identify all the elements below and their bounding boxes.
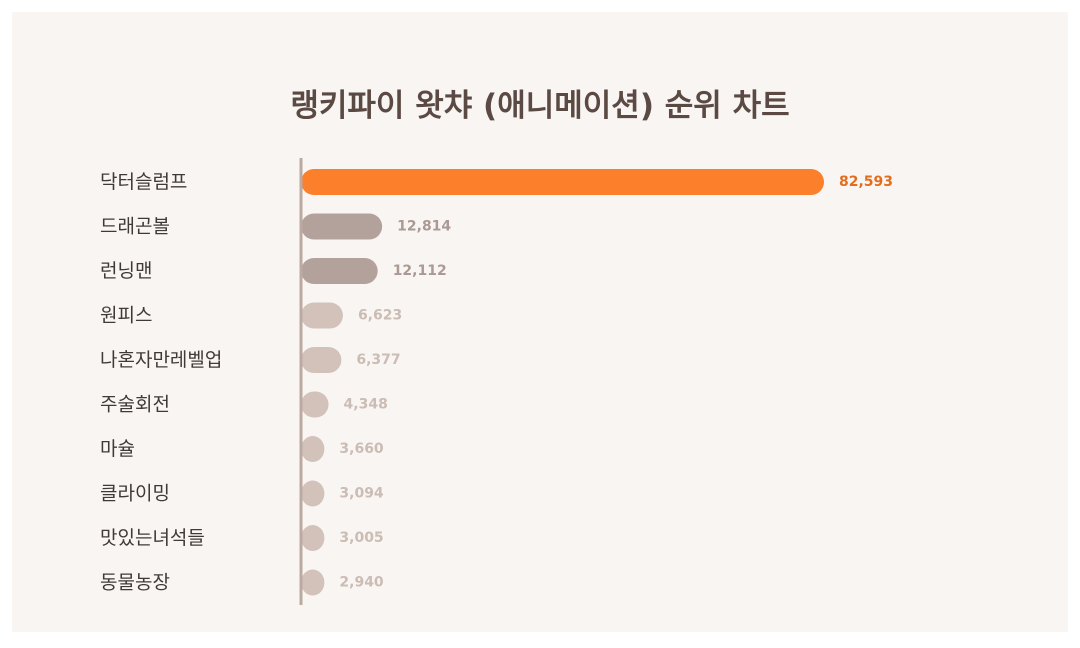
category-label: 드래곤볼 — [100, 216, 170, 238]
category-label: 주술회전 — [100, 394, 170, 416]
value-label: 3,094 — [339, 486, 384, 502]
category-label: 나혼자만레벨업 — [100, 349, 222, 371]
bar-8 — [301, 480, 325, 507]
value-label: 82,593 — [839, 174, 893, 190]
category-label: 런닝맨 — [100, 260, 152, 282]
bar-3 — [301, 258, 378, 284]
value-label: 3,005 — [339, 530, 383, 546]
value-label: 2,940 — [339, 575, 384, 591]
bar-1 — [301, 169, 824, 195]
value-label: 6,377 — [356, 352, 400, 368]
category-label: 닥터슬럼프 — [100, 171, 187, 193]
bar-2 — [301, 213, 383, 240]
category-label: 원피스 — [100, 305, 152, 327]
bar-5 — [301, 347, 342, 373]
value-label: 4,348 — [344, 397, 388, 413]
value-label: 12,112 — [393, 263, 447, 279]
category-label: 클라이밍 — [100, 483, 170, 505]
bar-6 — [301, 391, 329, 418]
chart-title: 랭키파이 왓챠 (애니메이션) 순위 차트 — [290, 88, 790, 124]
category-label: 마슐 — [100, 438, 135, 460]
category-label: 동물농장 — [100, 572, 170, 594]
labels-layer: 닥터슬럼프 82,593 드래곤볼 12,814 런닝맨 12,112 원피스 6,623 나혼… — [100, 171, 893, 594]
category-label: 맛있는녀석들 — [100, 527, 205, 549]
chart-panel — [12, 12, 1068, 632]
value-label: 3,660 — [339, 441, 384, 457]
bar-9 — [301, 525, 325, 551]
bar-10 — [301, 569, 325, 596]
bar-7 — [301, 436, 325, 462]
bar-4 — [301, 302, 343, 329]
bars-layer — [301, 169, 824, 596]
value-label: 6,623 — [358, 308, 402, 324]
value-label: 12,814 — [397, 219, 451, 235]
